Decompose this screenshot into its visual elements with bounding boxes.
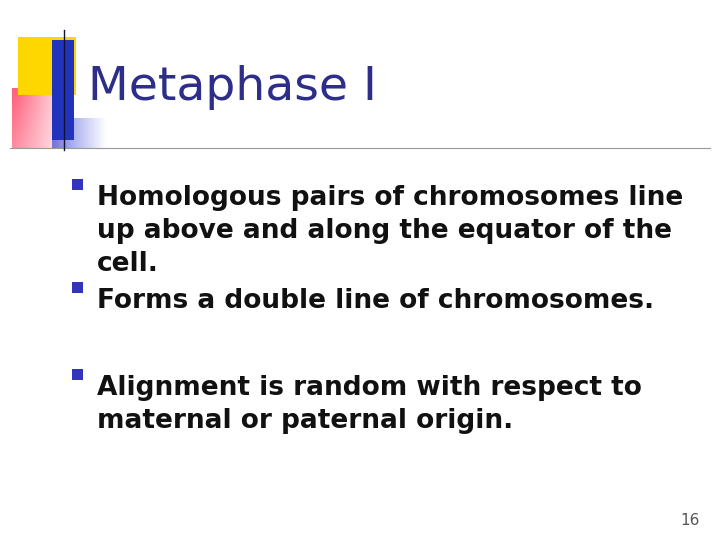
Bar (72, 179, 83, 190)
Text: Alignment is random with respect to
maternal or paternal origin.: Alignment is random with respect to mate… (97, 375, 642, 434)
Bar (52, 40, 74, 140)
Bar (72, 282, 83, 293)
Bar (72, 369, 83, 380)
Text: 16: 16 (680, 513, 700, 528)
Bar (18, 37, 76, 95)
Text: Metaphase I: Metaphase I (88, 65, 377, 111)
Text: Forms a double line of chromosomes.: Forms a double line of chromosomes. (97, 288, 654, 314)
Text: Homologous pairs of chromosomes line
up above and along the equator of the
cell.: Homologous pairs of chromosomes line up … (97, 185, 683, 277)
